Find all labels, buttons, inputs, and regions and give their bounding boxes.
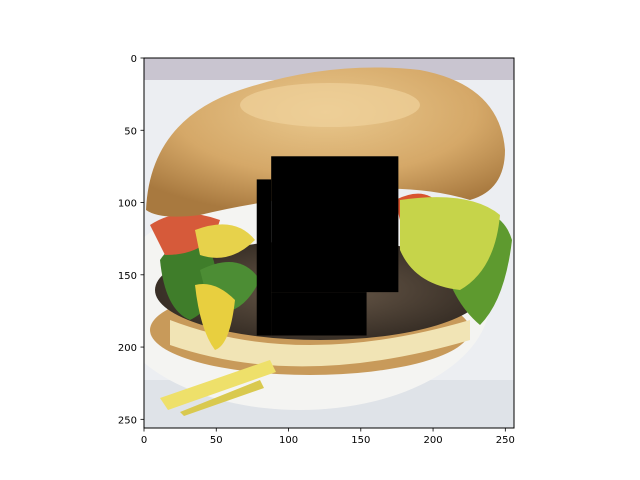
y-tick-label-2: 100 <box>118 199 137 210</box>
occlusion-rect-0 <box>271 156 399 293</box>
occlusion-rect-2 <box>271 292 367 336</box>
y-tick-label-1: 50 <box>124 126 137 137</box>
x-tick-label-4: 200 <box>424 435 443 446</box>
y-axis: 0 50 100 150 200 250 <box>118 54 144 426</box>
y-tick-label-4: 200 <box>118 343 137 354</box>
x-tick-label-3: 150 <box>351 435 370 446</box>
fries <box>160 360 276 410</box>
x-tick-label-1: 50 <box>210 435 223 446</box>
y-tick-label-0: 0 <box>131 54 137 65</box>
occlusion-mask <box>256 156 399 336</box>
x-tick-label-5: 250 <box>496 435 515 446</box>
y-tick-label-3: 150 <box>118 271 137 282</box>
occlusion-rect-1 <box>256 179 272 336</box>
x-axis: 0 50 100 150 200 250 <box>141 428 515 446</box>
x-tick-label-0: 0 <box>141 435 147 446</box>
x-tick-label-2: 100 <box>279 435 298 446</box>
plot-frame <box>143 57 515 429</box>
y-tick-label-5: 250 <box>118 415 137 426</box>
sauce <box>400 197 500 290</box>
burger-photo <box>144 58 514 428</box>
